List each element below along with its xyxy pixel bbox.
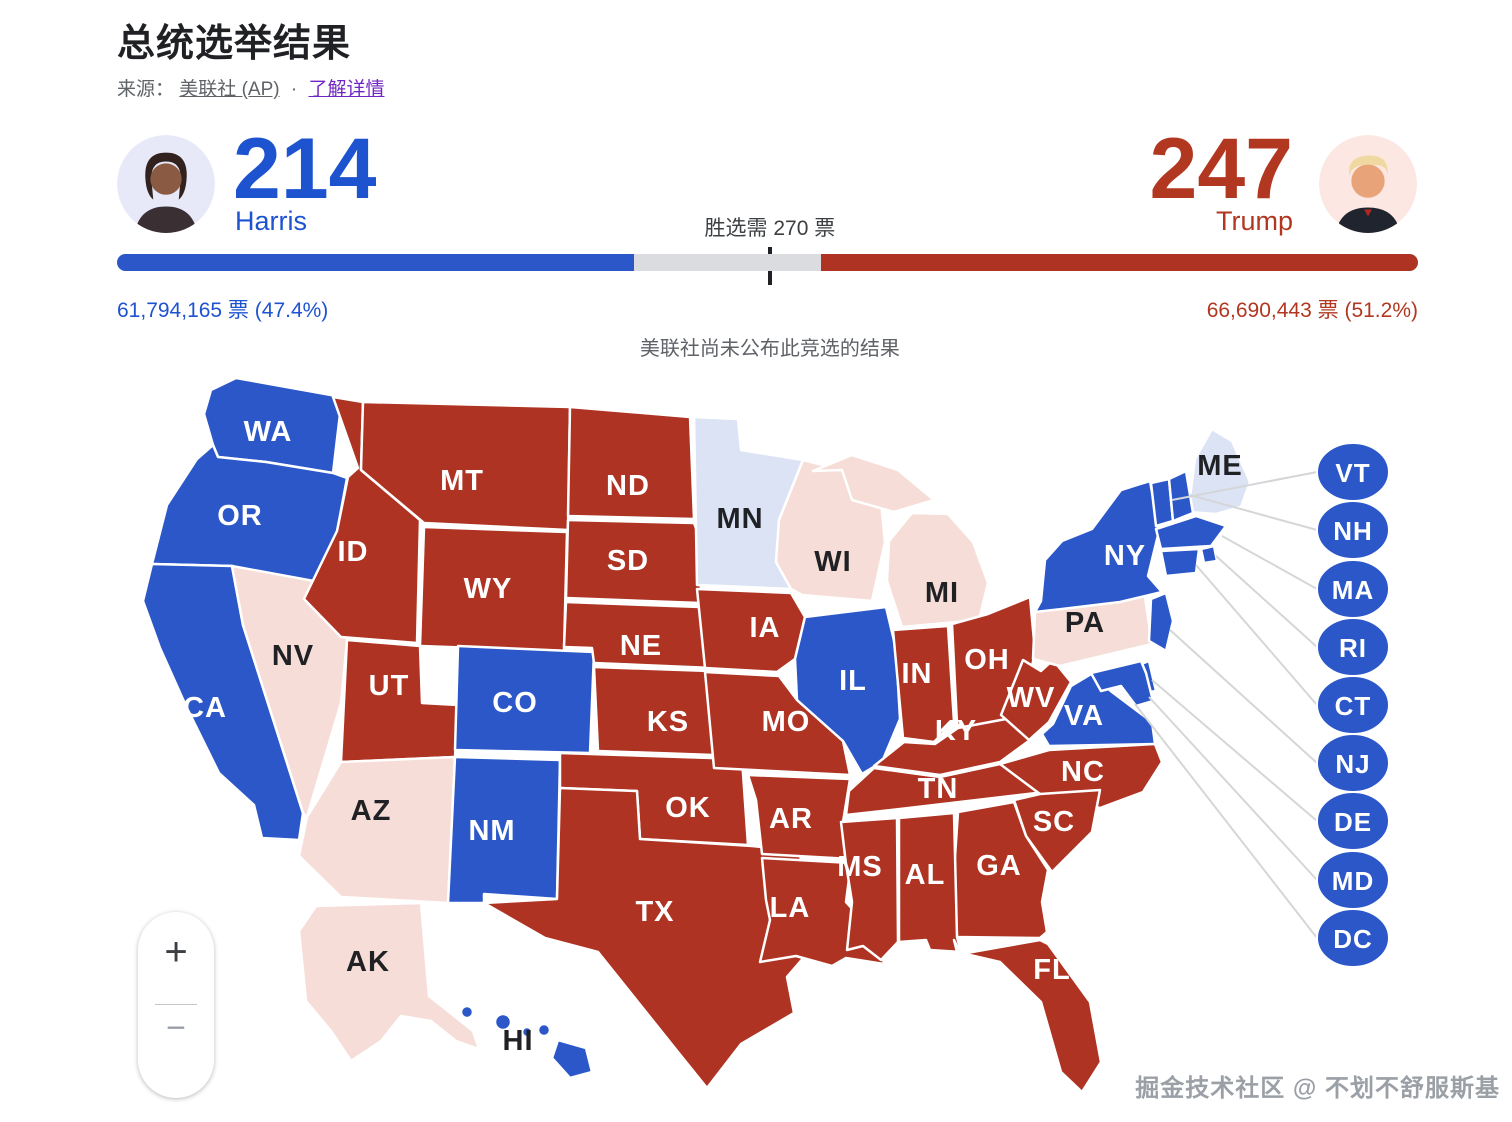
state-ar[interactable] xyxy=(746,773,853,861)
ne-pill-shape-ma[interactable] xyxy=(1316,559,1390,619)
threshold-label: 胜选需 270 票 xyxy=(704,217,836,240)
state-co[interactable] xyxy=(453,644,596,755)
state-pa[interactable] xyxy=(1031,582,1154,668)
bar-harris-segment xyxy=(117,254,635,271)
pill-leader-lines xyxy=(1134,471,1318,939)
state-nh[interactable] xyxy=(1167,469,1195,523)
ne-pill-de[interactable]: DE xyxy=(1316,791,1390,851)
harris-avatar xyxy=(117,135,215,233)
state-ri[interactable] xyxy=(1199,544,1219,565)
ne-pill-vt[interactable]: VT xyxy=(1316,442,1390,502)
state-ct[interactable] xyxy=(1159,547,1201,578)
bar-trump-segment xyxy=(820,254,1418,271)
leader-line-dc xyxy=(1134,703,1318,939)
state-hi-island-3[interactable] xyxy=(520,1025,534,1039)
trump-name: Trump xyxy=(1215,206,1293,236)
dot-separator: · xyxy=(290,79,298,100)
ne-pill-shape-ri[interactable] xyxy=(1316,617,1390,677)
state-fl[interactable] xyxy=(952,938,1103,1094)
state-az[interactable] xyxy=(297,755,457,905)
leader-line-vt xyxy=(1171,471,1318,501)
state-mi-upper[interactable] xyxy=(811,453,936,514)
state-sd[interactable] xyxy=(564,518,705,605)
harris-popular-votes: 61,794,165 票 (47.4%) xyxy=(117,299,329,322)
ne-pill-shape-ct[interactable] xyxy=(1316,675,1390,735)
state-mt[interactable] xyxy=(359,400,572,532)
harris-name: Harris xyxy=(235,206,307,236)
map-zoom-control: + − xyxy=(138,912,214,1098)
leader-line-de xyxy=(1151,679,1318,822)
harris-photo xyxy=(117,135,215,233)
state-hi-island-1[interactable] xyxy=(459,1004,475,1020)
leader-line-md xyxy=(1148,696,1318,881)
state-hi-island-4[interactable] xyxy=(536,1022,552,1038)
harris-electoral-count: 214 xyxy=(233,121,377,217)
state-ms[interactable] xyxy=(839,816,900,962)
state-me[interactable] xyxy=(1186,427,1252,516)
leader-line-ri xyxy=(1215,555,1318,648)
state-ma[interactable] xyxy=(1154,514,1228,551)
state-nd[interactable] xyxy=(566,405,696,521)
state-ut[interactable] xyxy=(339,638,460,764)
leader-line-nh xyxy=(1189,494,1318,531)
state-nj[interactable] xyxy=(1147,591,1175,653)
source-row: 来源： 美联社 (AP) · 了解详情 xyxy=(117,74,384,101)
leader-line-nj xyxy=(1169,629,1318,764)
leader-line-ma xyxy=(1221,535,1318,590)
watermark: 掘金技术社区 @ 不划不舒服斯基 xyxy=(1135,1075,1500,1102)
state-tx[interactable] xyxy=(482,786,814,1090)
ne-pill-shape-vt[interactable] xyxy=(1316,442,1390,502)
source-label: 来源： xyxy=(117,79,175,100)
trump-popular-votes: 66,690,443 票 (51.2%) xyxy=(1206,299,1418,322)
page-title: 总统选举结果 xyxy=(117,23,352,65)
ne-pill-shape-nh[interactable] xyxy=(1316,500,1390,560)
electoral-bar-area: 胜选需 270 票 61,794,165 票 (47.4%) 66,690,44… xyxy=(117,210,1418,375)
trump-electoral-count: 247 xyxy=(1149,121,1294,217)
state-in[interactable] xyxy=(891,624,956,744)
zoom-out-button[interactable]: − xyxy=(166,1009,186,1047)
state-ny[interactable] xyxy=(1033,479,1164,614)
state-wy[interactable] xyxy=(418,525,569,653)
zoom-in-button[interactable]: + xyxy=(164,922,187,982)
ne-pill-ct[interactable]: CT xyxy=(1316,675,1390,735)
state-nm[interactable] xyxy=(446,755,562,905)
ne-pill-ma[interactable]: MA xyxy=(1316,559,1390,619)
pending-note: 美联社尚未公布此竞选的结果 xyxy=(639,338,900,360)
state-hi-island-2[interactable] xyxy=(493,1012,513,1032)
state-md[interactable] xyxy=(1089,659,1155,708)
ne-pill-md[interactable]: MD xyxy=(1316,850,1390,910)
ne-pill-nh[interactable]: NH xyxy=(1316,500,1390,560)
details-link[interactable]: 了解详情 xyxy=(308,79,385,100)
us-election-map: WAORCANVIDMTWYUTAZCONMNDSDNEKSOKTXMNIAMO… xyxy=(141,376,1390,1094)
leader-line-ct xyxy=(1195,564,1318,706)
ne-pill-dc[interactable]: DC xyxy=(1316,908,1390,968)
trump-photo xyxy=(1319,135,1417,233)
zoom-divider xyxy=(155,1004,197,1005)
state-hi[interactable] xyxy=(550,1038,594,1080)
ne-pill-shape-dc[interactable] xyxy=(1316,908,1390,968)
ne-pill-shape-nj[interactable] xyxy=(1316,733,1390,793)
trump-avatar xyxy=(1319,135,1417,233)
ne-pill-ri[interactable]: RI xyxy=(1316,617,1390,677)
ne-pill-nj[interactable]: NJ xyxy=(1316,733,1390,793)
source-link[interactable]: 美联社 (AP) xyxy=(179,79,280,100)
electoral-progress-bar xyxy=(117,254,1418,271)
state-ak[interactable] xyxy=(297,901,481,1063)
state-wv[interactable] xyxy=(999,658,1073,742)
state-va[interactable] xyxy=(1040,672,1157,748)
state-mi[interactable] xyxy=(885,511,990,629)
state-ia[interactable] xyxy=(695,587,807,674)
state-al[interactable] xyxy=(897,811,963,954)
ne-pill-shape-md[interactable] xyxy=(1316,850,1390,910)
state-il[interactable] xyxy=(793,605,902,776)
ne-pill-shape-de[interactable] xyxy=(1316,791,1390,851)
